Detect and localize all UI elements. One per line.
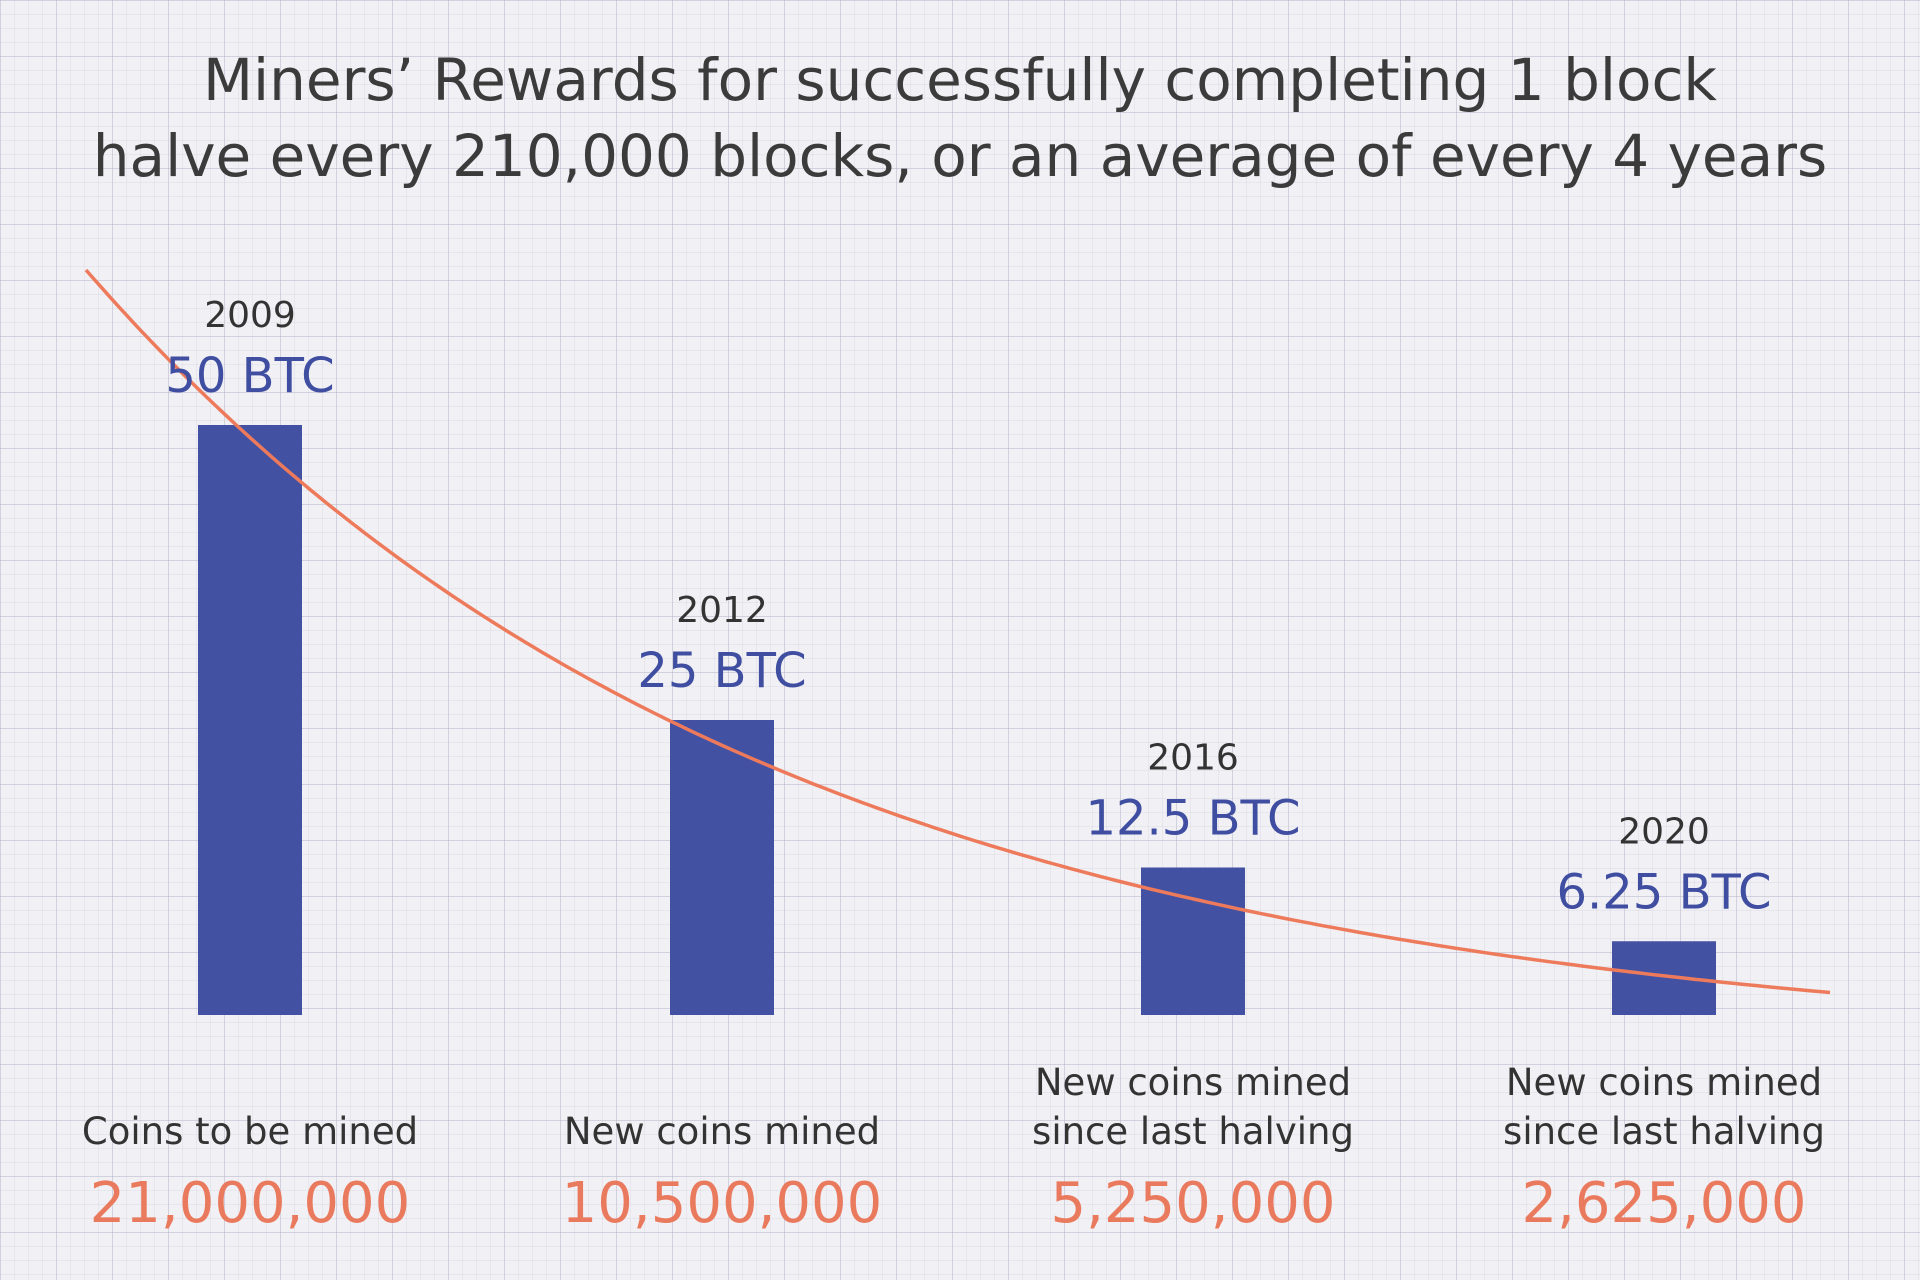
- coins-label-2012: 10,500,000: [562, 1171, 883, 1236]
- reward-label-2009: 50 BTC: [165, 348, 334, 404]
- chart-title-line-1: Miners’ Rewards for successfully complet…: [202, 46, 1717, 114]
- reward-label-2012: 25 BTC: [637, 643, 806, 699]
- caption-label-2020: New coins mined: [1506, 1061, 1822, 1104]
- chart-title-line-2: halve every 210,000 blocks, or an averag…: [92, 122, 1828, 190]
- caption-label-2012: New coins mined: [564, 1110, 880, 1153]
- caption-label-2016: New coins mined: [1035, 1061, 1351, 1104]
- caption-label-2009: Coins to be mined: [82, 1110, 418, 1153]
- reward-label-2016: 12.5 BTC: [1085, 791, 1300, 847]
- caption-label-2020: since last halving: [1503, 1110, 1825, 1153]
- coins-label-2016: 5,250,000: [1050, 1171, 1335, 1236]
- year-label-2012: 2012: [676, 590, 768, 631]
- coins-label-2020: 2,625,000: [1521, 1171, 1806, 1236]
- chart-title: Miners’ Rewards for successfully complet…: [0, 42, 1920, 194]
- year-label-2020: 2020: [1618, 811, 1710, 852]
- reward-label-2020: 6.25 BTC: [1556, 864, 1771, 920]
- labels-layer: 2009 50 BTC Coins to be mined 21,000,000 201…: [82, 295, 1825, 1236]
- bar-2012: [670, 720, 774, 1015]
- year-label-2009: 2009: [204, 295, 296, 336]
- caption-label-2016: since last halving: [1032, 1110, 1354, 1153]
- bar-2009: [198, 425, 302, 1015]
- bars-layer: [198, 425, 1716, 1015]
- year-label-2016: 2016: [1147, 738, 1239, 779]
- coins-label-2009: 21,000,000: [90, 1171, 411, 1236]
- trend-curve: [84, 268, 1831, 995]
